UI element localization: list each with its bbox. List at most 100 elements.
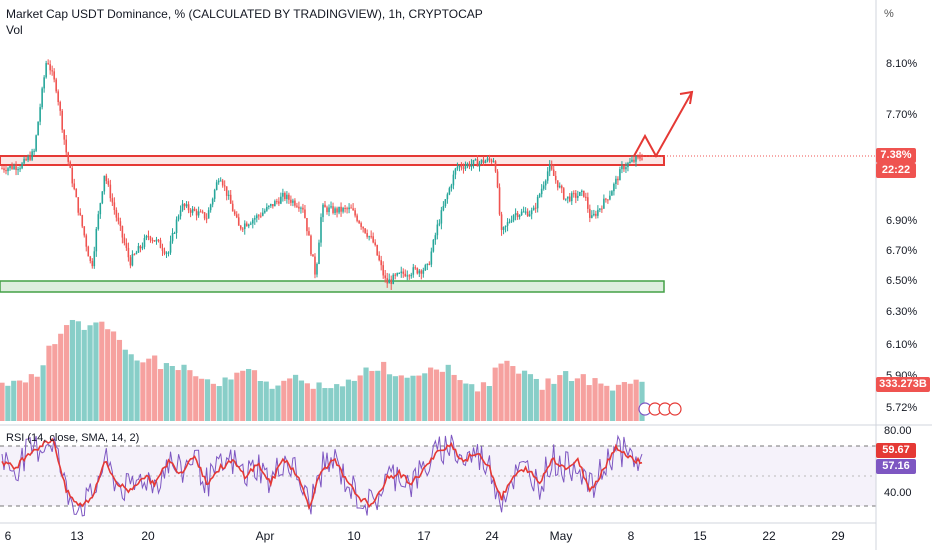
volume-bar <box>363 367 369 421</box>
candle-body <box>318 242 320 265</box>
candle-body <box>61 110 63 130</box>
candle-body <box>133 254 136 256</box>
volume-bar <box>40 365 46 421</box>
candle-body <box>79 212 82 216</box>
volume-bar <box>598 383 604 421</box>
candle-body <box>276 201 278 203</box>
candle-body <box>123 237 126 244</box>
volume-bar <box>404 377 410 421</box>
volume-bar <box>169 366 175 421</box>
candle-body <box>107 181 110 185</box>
candle-body <box>205 218 208 220</box>
projection-arrow[interactable] <box>633 91 693 159</box>
candle-body <box>45 63 47 78</box>
volume-bar <box>580 374 586 421</box>
candle-body <box>183 203 186 207</box>
candle-body <box>464 165 467 169</box>
volume-bar <box>28 374 34 421</box>
candle-body <box>398 273 401 275</box>
candle-body <box>326 207 328 213</box>
candle-body <box>470 164 473 167</box>
candle-body <box>171 233 174 242</box>
candle-body <box>221 180 224 186</box>
candle-body <box>310 235 312 255</box>
volume-bar <box>610 390 616 421</box>
volume-label[interactable]: Vol <box>6 23 23 37</box>
indicator-icons[interactable] <box>638 402 682 416</box>
candle-body <box>217 180 220 183</box>
candle-body <box>450 185 453 189</box>
volume-bar <box>381 361 387 421</box>
volume-bar <box>52 344 58 421</box>
candle-body <box>358 220 360 224</box>
volume-bar <box>228 379 234 421</box>
candle-body <box>97 214 100 229</box>
candle-body <box>364 228 366 233</box>
candle-body <box>159 240 162 249</box>
candle-body <box>599 208 601 210</box>
volume-bar <box>11 380 17 421</box>
volume-bar <box>428 367 434 421</box>
rsi-label[interactable]: RSI (14, close, SMA, 14, 2) <box>6 432 140 444</box>
candle-body <box>374 242 376 246</box>
volume-bar <box>445 364 451 421</box>
candle-body <box>514 213 517 216</box>
candle-body <box>87 246 90 257</box>
candle-body <box>540 188 543 195</box>
candle-body <box>566 196 569 199</box>
candle-body <box>432 239 435 252</box>
candle-body <box>482 159 485 164</box>
candle-body <box>95 228 98 252</box>
candle-body <box>524 211 527 213</box>
candle-body <box>65 139 68 153</box>
candle-body <box>382 265 384 276</box>
candle-body <box>9 165 11 169</box>
candle-body <box>253 218 256 220</box>
candle-body <box>542 185 545 189</box>
candle-body <box>591 215 593 218</box>
candle-body <box>5 170 7 172</box>
rsi-axis[interactable]: 80.00 40.00 <box>884 425 912 499</box>
candle-body <box>211 198 214 205</box>
candle-body <box>145 235 148 239</box>
price-axis[interactable]: 8.10%7.70%6.90%6.70%6.50%6.30%6.10%5.90%… <box>886 58 917 414</box>
candle-body <box>601 208 603 210</box>
volume-bar <box>204 379 211 421</box>
candle-body <box>378 255 380 261</box>
time-tick-label: 24 <box>485 529 499 543</box>
candle-body <box>637 156 639 158</box>
candle-body <box>264 210 266 213</box>
candle-body <box>484 161 487 164</box>
candle-body <box>25 158 27 161</box>
candle-body <box>292 200 294 203</box>
candle-body <box>639 156 641 159</box>
candle-body <box>41 88 43 108</box>
candle-body <box>322 204 324 218</box>
support-zone[interactable] <box>0 280 665 293</box>
candle-body <box>187 204 190 211</box>
resistance-zone[interactable] <box>0 155 665 166</box>
volume-bar <box>93 322 99 421</box>
candle-body <box>59 101 61 111</box>
candle-body <box>454 168 457 175</box>
candle-body <box>568 196 571 202</box>
candle-body <box>434 235 437 240</box>
candle-body <box>564 198 567 200</box>
candle-body <box>560 185 563 189</box>
time-tick-label: Apr <box>256 529 275 543</box>
event-icon-3[interactable] <box>668 402 682 416</box>
candle-body <box>468 163 471 167</box>
time-tick-label: 10 <box>347 529 361 543</box>
candle-body <box>402 271 405 274</box>
candle-body <box>390 279 393 284</box>
candle-body <box>625 167 627 170</box>
candle-body <box>396 273 399 276</box>
rsi-tick-label: 80.00 <box>884 425 912 437</box>
candle-body <box>81 215 84 227</box>
time-axis[interactable]: 6 13 20 Apr 10 17 24 May 8 15 22 29 <box>5 529 845 543</box>
volume-bar <box>533 378 539 421</box>
chart-title[interactable]: Market Cap USDT Dominance, % (CALCULATED… <box>6 7 483 21</box>
candle-body <box>424 265 427 271</box>
volume-bar <box>122 349 128 421</box>
